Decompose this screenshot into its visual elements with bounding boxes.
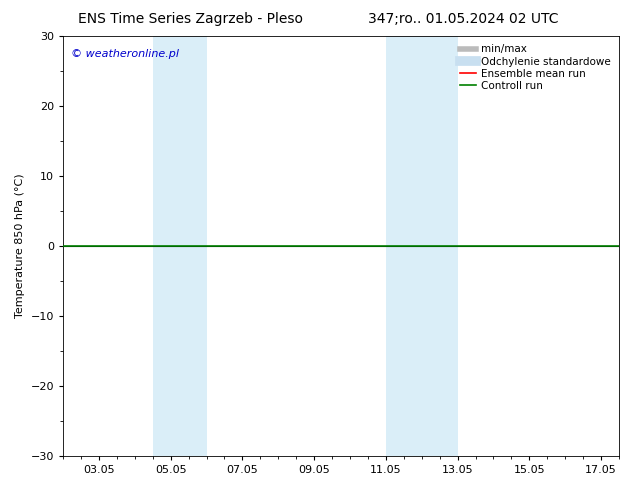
Text: © weatheronline.pl: © weatheronline.pl xyxy=(72,49,179,59)
Bar xyxy=(386,36,458,456)
Y-axis label: Temperature 850 hPa (°C): Temperature 850 hPa (°C) xyxy=(15,174,25,318)
Text: 347;ro.. 01.05.2024 02 UTC: 347;ro.. 01.05.2024 02 UTC xyxy=(368,12,558,26)
Legend: min/max, Odchylenie standardowe, Ensemble mean run, Controll run: min/max, Odchylenie standardowe, Ensembl… xyxy=(457,41,614,94)
Bar xyxy=(153,36,207,456)
Text: ENS Time Series Zagrzeb - Pleso: ENS Time Series Zagrzeb - Pleso xyxy=(78,12,302,26)
